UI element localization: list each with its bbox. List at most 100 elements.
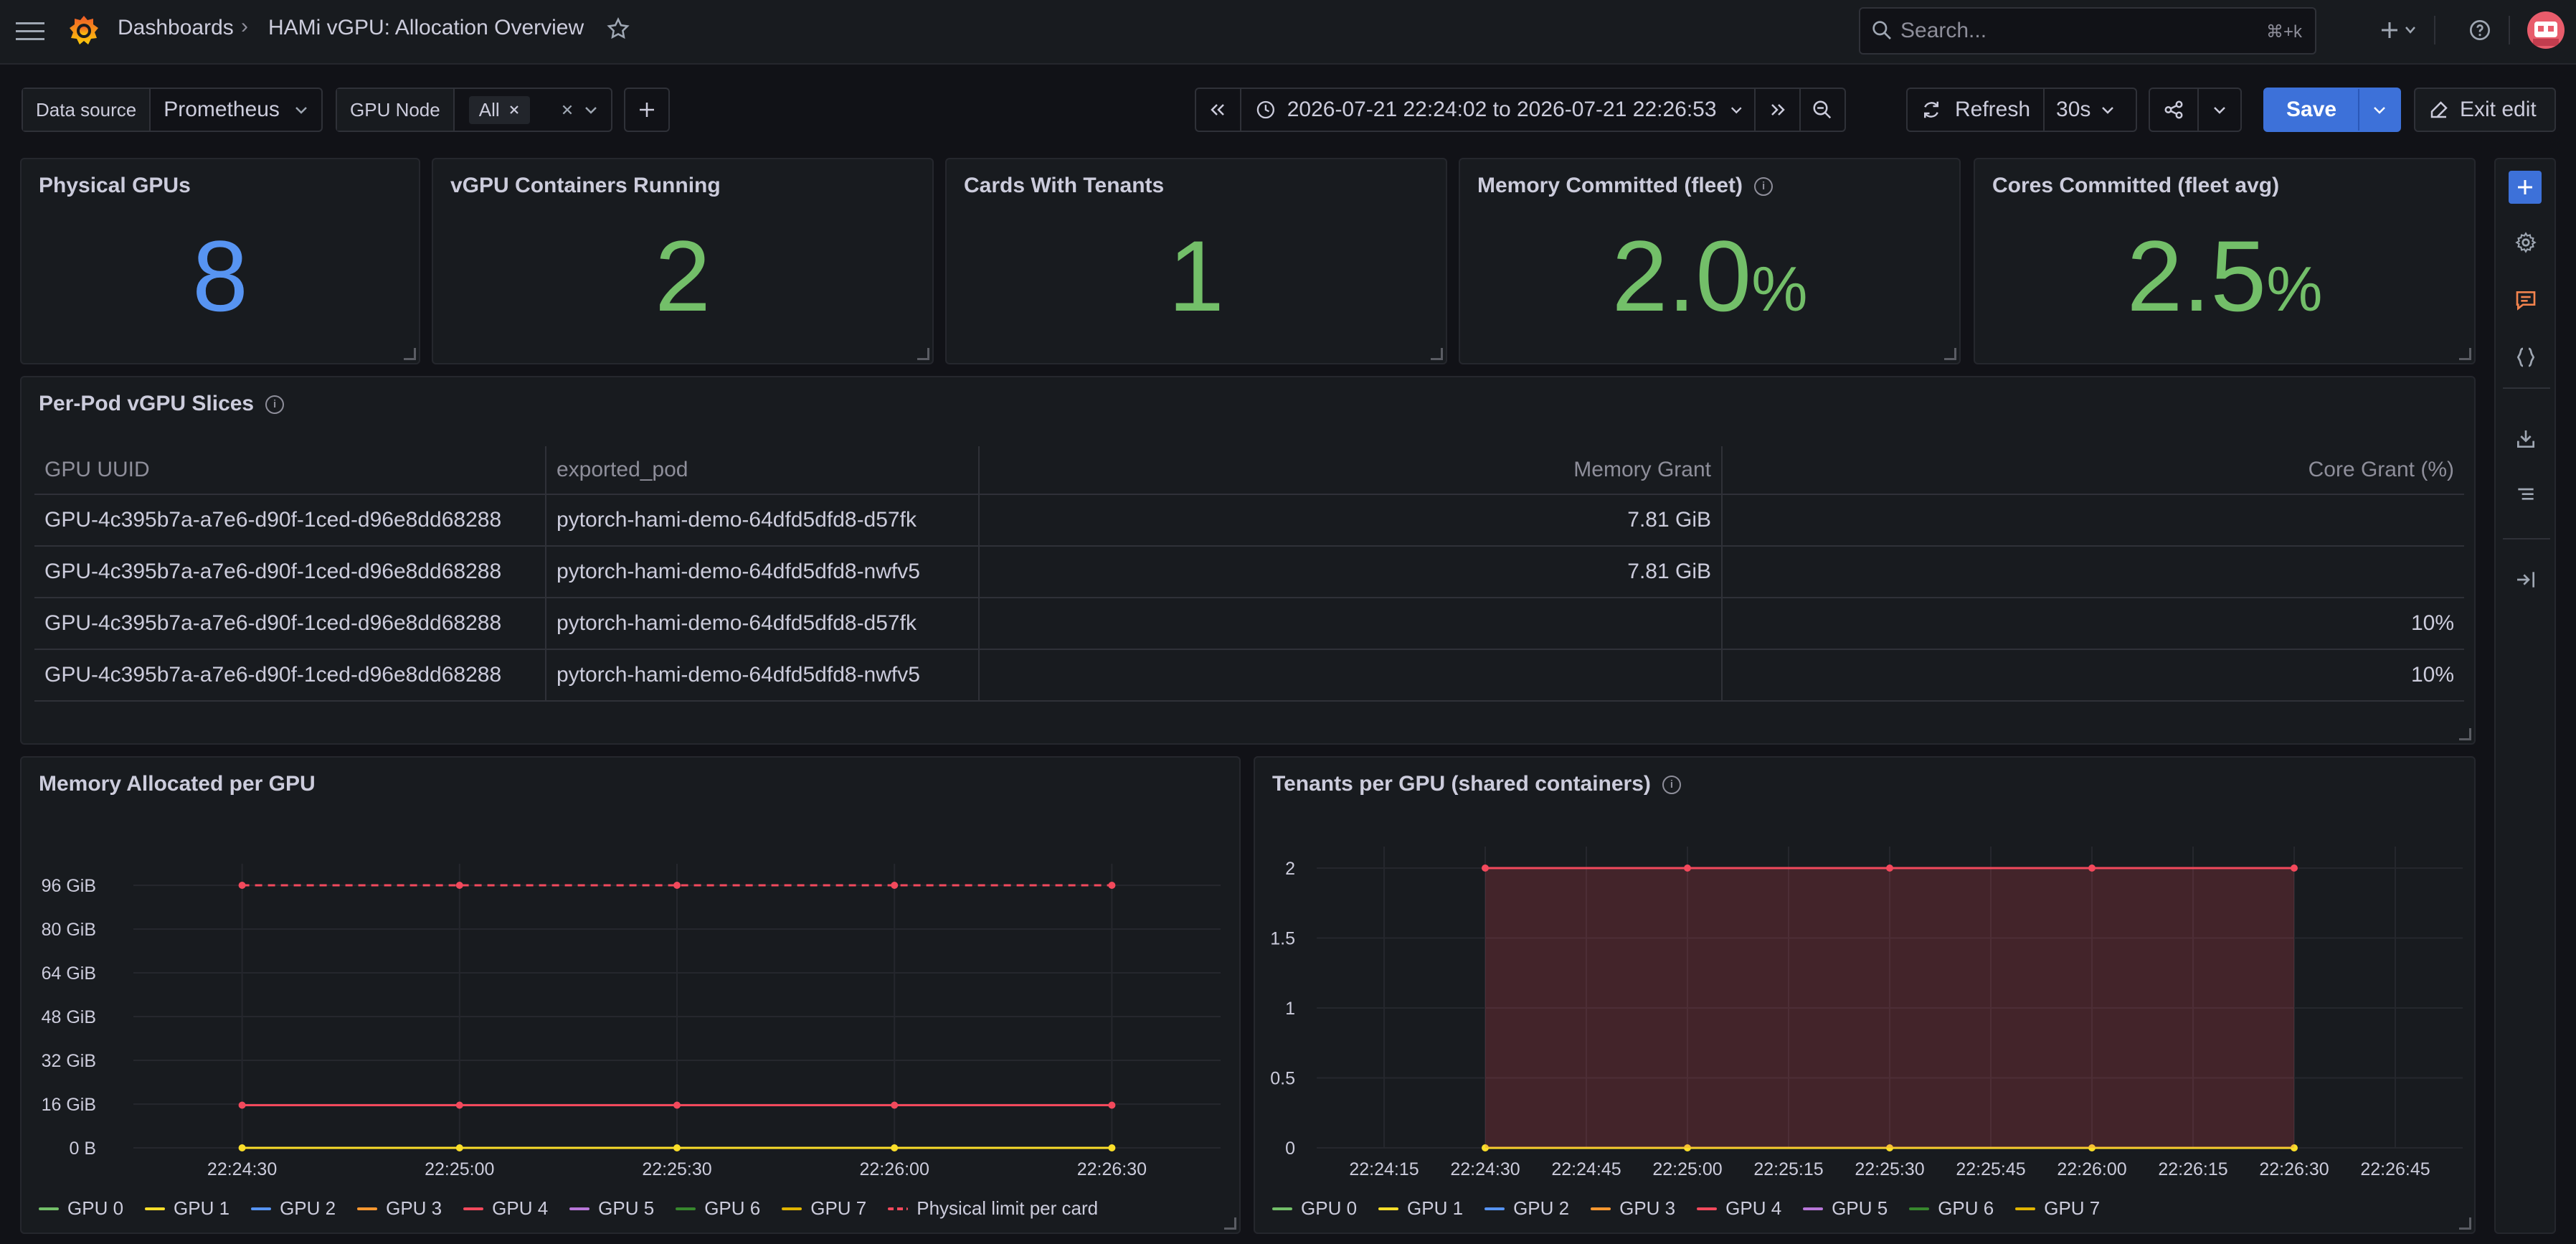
share-dropdown[interactable] xyxy=(2199,89,2240,131)
clear-icon[interactable] xyxy=(561,103,574,116)
new-item-button[interactable] xyxy=(2375,16,2425,44)
legend-item[interactable]: GPU 0 xyxy=(1272,1197,1357,1220)
stat-title: Cores Committed (fleet avg) xyxy=(1992,174,2280,197)
legend-item[interactable]: GPU 4 xyxy=(463,1197,548,1220)
refresh-picker[interactable]: Refresh 30s xyxy=(1906,88,2137,132)
add-panel-button[interactable] xyxy=(2509,171,2542,204)
gpu-node-variable[interactable]: GPU Node All xyxy=(336,88,612,132)
datasource-variable[interactable]: Data source Prometheus xyxy=(22,88,323,132)
comment-icon[interactable] xyxy=(2511,286,2540,314)
data-point-gpu-1 xyxy=(1108,1144,1116,1151)
chevron-down-icon xyxy=(1730,107,1742,114)
resize-handle[interactable] xyxy=(404,348,416,360)
import-icon[interactable] xyxy=(2511,425,2540,453)
memory-allocated-chart[interactable]: 0 B 16 GiB 32 GiB 48 GiB 64 GiB 80 GiB 96 GiB 2… xyxy=(22,758,1242,1235)
y-tick-label: 1 xyxy=(1285,999,1295,1019)
data-point-gpu-4 xyxy=(891,1101,899,1109)
gpu-node-chip[interactable]: All xyxy=(468,95,530,124)
save-button-group[interactable]: Save xyxy=(2263,88,2401,132)
refresh-button[interactable]: Refresh xyxy=(1908,89,2045,131)
chart-panel-tenants-per-gpu[interactable]: Tenants per GPU (shared containers) i 0 0.… xyxy=(1254,756,2476,1234)
refresh-interval[interactable]: 30s xyxy=(2056,98,2091,121)
user-avatar[interactable] xyxy=(2527,11,2565,49)
cell-core-grant: 10% xyxy=(1722,598,2464,650)
time-range-value[interactable]: 2026-07-21 22:24:02 to 2026-07-21 22:26:… xyxy=(1287,98,1717,121)
data-point-gpu-4 xyxy=(1482,864,1489,872)
info-icon[interactable]: i xyxy=(1662,776,1681,795)
column-header-memory-grant[interactable]: Memory Grant xyxy=(979,446,1723,495)
table-row: GPU-4c395b7a-a7e6-d90f-1ced-d96e8dd68288… xyxy=(34,494,2464,547)
stat-title: Physical GPUs xyxy=(39,174,191,197)
share-button-group[interactable] xyxy=(2149,88,2242,132)
help-icon[interactable] xyxy=(2466,16,2494,44)
outline-list-icon[interactable] xyxy=(2511,481,2540,509)
grafana-logo-icon[interactable] xyxy=(66,13,102,49)
info-icon[interactable]: i xyxy=(1754,177,1774,197)
table-panel-per-pod-slices[interactable]: Per-Pod vGPU Slices i GPU UUID exported_p… xyxy=(20,376,2476,745)
legend-item[interactable]: GPU 5 xyxy=(1803,1197,1888,1220)
resize-handle[interactable] xyxy=(2459,348,2471,360)
search-input[interactable]: Search... ⌘+k xyxy=(1859,7,2316,55)
info-icon[interactable]: i xyxy=(265,395,285,415)
chip-remove-icon[interactable] xyxy=(508,104,520,116)
legend-item[interactable]: GPU 0 xyxy=(39,1197,123,1220)
time-back-button[interactable] xyxy=(1196,89,1241,131)
legend-item[interactable]: GPU 6 xyxy=(676,1197,760,1220)
resize-handle[interactable] xyxy=(1224,1217,1236,1230)
stat-panel-cores-committed[interactable]: Cores Committed (fleet avg) 2.5% xyxy=(1974,158,2476,364)
time-forward-button[interactable] xyxy=(1754,89,1799,131)
stat-panel-physical-gpus[interactable]: Physical GPUs 8 xyxy=(20,158,420,364)
legend-item[interactable]: GPU 3 xyxy=(1591,1197,1675,1220)
chart-title: Tenants per GPU (shared containers) i xyxy=(1272,772,1681,796)
chart-panel-memory-allocated[interactable]: Memory Allocated per GPU 0 B 16 GiB 32 GiB… xyxy=(20,756,1241,1234)
edit-sidebar xyxy=(2494,158,2556,1234)
legend-swatch xyxy=(251,1207,272,1210)
resize-handle[interactable] xyxy=(1431,348,1443,360)
save-button[interactable]: Save xyxy=(2265,89,2360,131)
y-tick-label: 64 GiB xyxy=(42,963,96,984)
legend-item[interactable]: GPU 1 xyxy=(1378,1197,1463,1220)
legend-label: GPU 1 xyxy=(174,1197,230,1219)
cell-core-grant xyxy=(1722,494,2464,547)
legend-item[interactable]: Physical limit per card xyxy=(888,1197,1098,1220)
column-header-exported-pod[interactable]: exported_pod xyxy=(546,446,980,495)
zoom-out-button[interactable] xyxy=(1799,89,1845,131)
breadcrumb-dashboards[interactable]: Dashboards xyxy=(118,16,234,39)
legend-item[interactable]: GPU 6 xyxy=(1909,1197,1994,1220)
stat-panel-cards-with-tenants[interactable]: Cards With Tenants 1 xyxy=(945,158,1447,364)
resize-handle[interactable] xyxy=(917,348,929,360)
resize-handle[interactable] xyxy=(1944,348,1956,360)
legend-item[interactable]: GPU 2 xyxy=(1484,1197,1569,1220)
legend-item[interactable]: GPU 4 xyxy=(1697,1197,1781,1220)
share-button[interactable] xyxy=(2150,89,2199,131)
stat-value: 2.5% xyxy=(1975,222,2474,343)
stat-panel-vgpu-containers[interactable]: vGPU Containers Running 2 xyxy=(432,158,934,364)
legend-item[interactable]: GPU 2 xyxy=(251,1197,336,1220)
menu-icon[interactable] xyxy=(14,16,46,47)
settings-gear-icon[interactable] xyxy=(2511,228,2540,257)
add-variable-button[interactable] xyxy=(624,88,670,132)
breadcrumb-dashboard-title[interactable]: HAMi vGPU: Allocation Overview xyxy=(268,16,584,39)
resize-handle[interactable] xyxy=(2459,728,2471,740)
stat-value: 1 xyxy=(947,222,1446,343)
cell-memory-grant: 7.81 GiB xyxy=(979,494,1723,547)
data-point-gpu-1 xyxy=(1886,1144,1893,1151)
legend-item[interactable]: GPU 5 xyxy=(569,1197,654,1220)
star-icon[interactable] xyxy=(604,14,633,43)
column-header-core-grant[interactable]: Core Grant (%) xyxy=(1722,446,2464,495)
tenants-per-gpu-chart[interactable]: 0 0.5 1 1.5 2 22:24:15 22:24:30 22:24:45 22:25:0… xyxy=(1255,758,2477,1235)
legend-item[interactable]: GPU 7 xyxy=(2015,1197,2100,1220)
json-braces-icon[interactable] xyxy=(2511,343,2540,372)
resize-handle[interactable] xyxy=(2459,1217,2471,1230)
stat-panel-memory-committed[interactable]: Memory Committed (fleet) i 2.0% xyxy=(1459,158,1961,364)
column-header-gpu-uuid[interactable]: GPU UUID xyxy=(34,446,546,495)
time-range-picker[interactable]: 2026-07-21 22:24:02 to 2026-07-21 22:26:… xyxy=(1195,88,1846,132)
legend-item[interactable]: GPU 7 xyxy=(782,1197,866,1220)
legend-item[interactable]: GPU 3 xyxy=(357,1197,442,1220)
legend-item[interactable]: GPU 1 xyxy=(145,1197,229,1220)
legend-label: Physical limit per card xyxy=(917,1197,1099,1219)
save-dropdown[interactable] xyxy=(2359,89,2400,131)
exit-edit-button[interactable]: Exit edit xyxy=(2414,88,2556,132)
dock-collapse-icon[interactable] xyxy=(2511,565,2540,594)
datasource-select[interactable]: Prometheus xyxy=(164,98,280,121)
